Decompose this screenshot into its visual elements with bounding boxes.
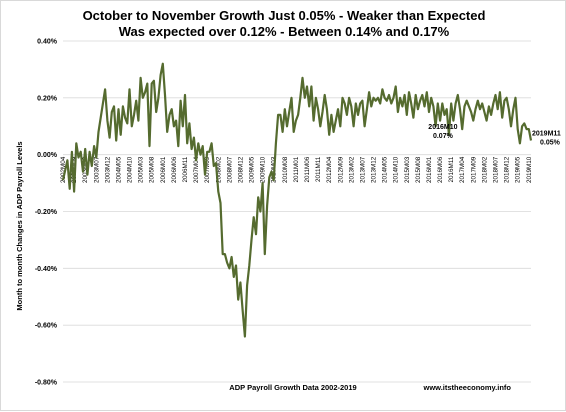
x-tick-label: 2004M10: [127, 156, 134, 183]
x-tick-label: 2003M07: [93, 156, 100, 183]
x-tick-label: 2003M12: [104, 156, 111, 183]
x-tick-label: 2015M08: [415, 156, 422, 183]
x-tick-label: 2005M08: [149, 156, 156, 183]
annotation-date-2019m11: 2019M11: [532, 131, 561, 138]
x-tick-label: 2007M09: [204, 156, 211, 183]
x-tick-label: 2011M06: [304, 156, 311, 182]
x-tick-label: 2014M05: [382, 156, 389, 183]
x-tick-label: 2013M07: [359, 156, 366, 183]
x-tick-label: 2016M01: [426, 156, 433, 183]
y-axis-title: Month to month Changes in ADP Payroll Le…: [15, 141, 24, 310]
x-tick-label: 2014M10: [393, 156, 400, 183]
x-tick-label: 2005M03: [138, 156, 145, 183]
x-tick-label: 2013M12: [371, 156, 378, 183]
x-tick-label: 2017M04: [459, 156, 466, 183]
x-tick-label: 2015M03: [404, 156, 411, 183]
gridlines: [63, 40, 531, 383]
annotation-value-2019m11: 0.05%: [540, 140, 561, 147]
x-tick-label: 2017M09: [470, 156, 477, 183]
x-tick-label: 2018M07: [493, 156, 500, 183]
x-tick-label: 2009M10: [260, 156, 267, 183]
series-payroll-growth: [61, 62, 533, 338]
x-tick-label: 2002M04: [60, 156, 67, 183]
series-line: [61, 62, 533, 338]
x-tick-label: 2006M06: [171, 156, 178, 183]
annotations: 2016M10 0.07% 2019M11 0.05%: [428, 124, 561, 147]
annotation-date-2016m10: 2016M10: [428, 124, 457, 131]
x-tick-label: 2004M05: [116, 156, 123, 183]
annotation-value-2016m10: 0.07%: [433, 133, 454, 140]
x-axis-tick-labels: 2002M04 2002M09 2003M02 2003M07 2003M12 2004M…: [60, 156, 533, 183]
x-tick-label: 2011M01: [293, 156, 300, 182]
x-tick-label: 2018M12: [504, 156, 511, 183]
x-tick-label: 2008M02: [215, 156, 222, 183]
x-tick-label: 2011M11: [315, 156, 322, 182]
x-tick-label: 2010M08: [282, 156, 289, 183]
y-tick-label: 0.40%: [37, 39, 58, 46]
y-tick-label: -0.80%: [35, 380, 58, 387]
x-tick-label: 2008M12: [237, 156, 244, 183]
x-tick-label: 2012M09: [337, 156, 344, 183]
y-tick-label: -0.20%: [35, 209, 58, 216]
x-tick-label: 2019M10: [526, 156, 533, 183]
y-tick-label: -0.40%: [35, 266, 58, 273]
x-tick-label: 2012M04: [326, 156, 333, 183]
x-tick-label: 2018M02: [481, 156, 488, 183]
x-tick-label: 2006M11: [182, 156, 189, 182]
chart-subtitle: Was expected over 0.12% - Between 0.14% …: [119, 24, 450, 39]
y-tick-label: 0.00%: [37, 152, 58, 159]
x-tick-label: 2009M05: [249, 156, 256, 183]
x-tick-label: 2006M01: [160, 156, 167, 183]
x-tick-label: 2007M04: [193, 156, 200, 183]
y-tick-label: -0.60%: [35, 323, 58, 330]
x-tick-label: 2016M11: [448, 156, 455, 182]
x-tick-label: 2008M07: [226, 156, 233, 183]
x-tick-label: 2003M02: [82, 156, 89, 183]
y-tick-label: 0.20%: [37, 95, 58, 102]
y-axis-tick-labels: 0.40% 0.20% 0.00% -0.20% -0.40% -0.60% -0.80%: [35, 39, 58, 387]
x-tick-label: 2016M06: [437, 156, 444, 183]
x-tick-label: 2013M02: [348, 156, 355, 183]
chart-title: October to November Growth Just 0.05% - …: [83, 8, 486, 23]
x-axis-title: ADP Payroll Growth Data 2002-2019: [229, 383, 356, 392]
x-tick-label: 2019M05: [515, 156, 522, 183]
source-label: www.itstheeconomy.info: [422, 383, 511, 392]
